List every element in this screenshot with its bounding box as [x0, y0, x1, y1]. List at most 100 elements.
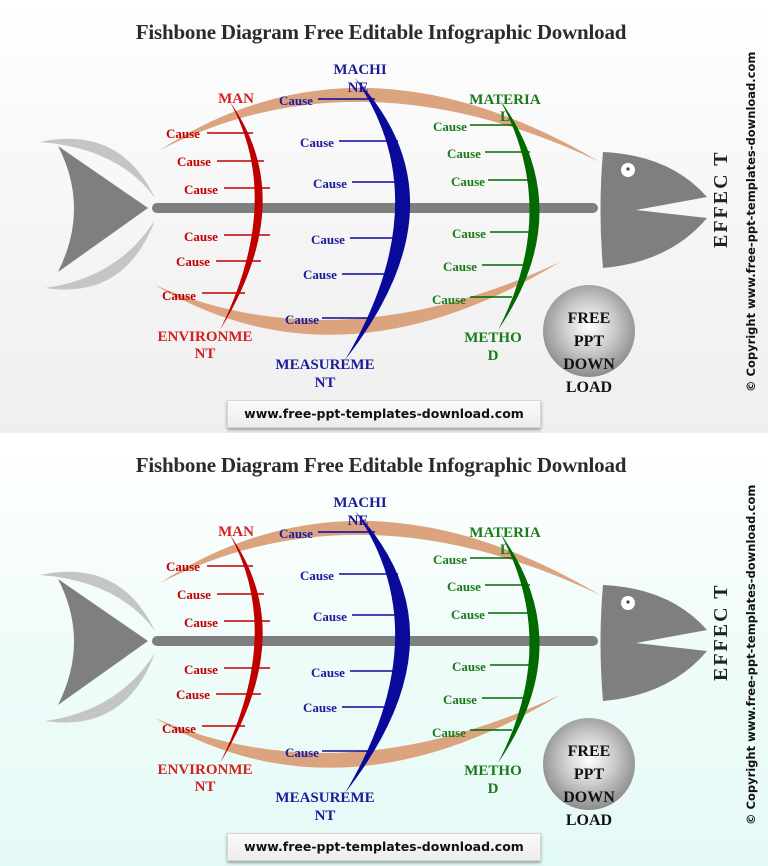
category-environment-line2: NT: [195, 346, 216, 362]
spine: [152, 636, 598, 646]
category-man: MAN: [218, 524, 254, 540]
category-measurement-line2: NT: [315, 375, 336, 391]
slide-title: Fishbone Diagram Free Editable Infograph…: [135, 20, 627, 44]
slide-1: Fishbone Diagram Free Editable Infograph…: [0, 0, 768, 433]
category-method-line1: METHO: [464, 330, 522, 346]
blue-cause-lines: [318, 98, 408, 319]
red-cause-lines: [202, 565, 270, 727]
man-environment-rib: [220, 535, 263, 763]
cause-material-2: Cause: [447, 579, 481, 594]
tail-icon: [58, 579, 148, 705]
tail-outer-fin-lower-icon: [45, 220, 155, 290]
cause-environment-2: Cause: [176, 687, 210, 702]
cause-man-1: Cause: [166, 559, 200, 574]
cause-method-3: Cause: [432, 292, 466, 307]
category-material-line1: MATERIA: [469, 92, 541, 108]
lower-arc: [155, 262, 560, 335]
cause-machine-2: Cause: [300, 135, 334, 150]
cause-man-2: Cause: [177, 154, 211, 169]
cause-machine-2: Cause: [300, 568, 334, 583]
category-environment-line2: NT: [195, 779, 216, 795]
cause-measurement-1: Cause: [311, 232, 345, 247]
tail-outer-fin-icon: [40, 571, 155, 631]
category-environment-line1: ENVIRONME: [157, 762, 252, 778]
red-cause-lines: [202, 132, 270, 294]
effect-label: EFFEC T: [710, 150, 732, 248]
cause-environment-3: Cause: [162, 288, 196, 303]
badge-line-3: DOWN: [563, 356, 615, 373]
category-method-line2: D: [488, 781, 499, 797]
category-material-line2: L: [500, 542, 510, 558]
category-machine-line2: NE: [348, 80, 369, 96]
cause-material-3: Cause: [451, 174, 485, 189]
cause-environment-3: Cause: [162, 721, 196, 736]
cause-man-2: Cause: [177, 587, 211, 602]
cause-method-2: Cause: [443, 259, 477, 274]
spine: [152, 203, 598, 213]
website-url-link[interactable]: www.free-ppt-templates-download.com: [227, 833, 541, 861]
blue-cause-lines: [318, 531, 408, 752]
lower-arc: [155, 695, 560, 768]
category-measurement-line1: MEASUREME: [275, 357, 374, 373]
category-measurement-line2: NT: [315, 808, 336, 824]
badge-line-4: LOAD: [565, 812, 613, 829]
cause-measurement-2: Cause: [303, 267, 337, 282]
cause-man-1: Cause: [166, 126, 200, 141]
green-cause-lines: [470, 124, 536, 298]
tail-icon: [58, 146, 148, 272]
badge-line-3: DOWN: [563, 789, 615, 806]
category-man: MAN: [218, 91, 254, 107]
category-machine-line1: MACHI: [333, 62, 386, 78]
badge-line-2: PPT: [573, 766, 605, 783]
cause-method-3: Cause: [432, 725, 466, 740]
cause-method-1: Cause: [452, 226, 486, 241]
cause-man-3: Cause: [184, 615, 218, 630]
cause-measurement-3: Cause: [285, 745, 319, 760]
badge-line-2: PPT: [573, 333, 605, 350]
category-measurement-line1: MEASUREME: [275, 790, 374, 806]
material-method-rib: [498, 533, 540, 763]
copyright-text: © Copyright www.free-ppt-templates-downl…: [744, 484, 758, 825]
cause-environment-1: Cause: [184, 229, 218, 244]
fish-pupil-icon: [626, 167, 630, 171]
cause-machine-3: Cause: [313, 609, 347, 624]
cause-environment-1: Cause: [184, 662, 218, 677]
badge-text[interactable]: FREE PPT DOWN LOAD: [530, 740, 648, 832]
fishbone-diagram: MAN ENVIRONME NT MACHI NE MEASUREME NT M…: [40, 62, 707, 391]
badge-text[interactable]: FREE PPT DOWN LOAD: [530, 307, 648, 399]
website-url-link[interactable]: www.free-ppt-templates-download.com: [227, 400, 541, 428]
free-download-badge-icon[interactable]: [543, 718, 635, 810]
cause-machine-1: Cause: [279, 526, 313, 541]
cause-measurement-2: Cause: [303, 700, 337, 715]
badge-line-1: FREE: [567, 310, 611, 327]
copyright-text: © Copyright www.free-ppt-templates-downl…: [744, 51, 758, 392]
upper-arc: [160, 87, 600, 162]
machine-measurement-rib: [345, 511, 411, 793]
material-method-rib: [498, 100, 540, 330]
slide-2: Fishbone Diagram Free Editable Infograph…: [0, 433, 768, 866]
tail-outer-fin-icon: [40, 138, 155, 198]
category-machine-line1: MACHI: [333, 495, 386, 511]
fishbone-diagram: MAN ENVIRONME NT MACHI NE MEASUREME NT M…: [40, 495, 707, 824]
category-environment-line1: ENVIRONME: [157, 329, 252, 345]
category-method-line2: D: [488, 348, 499, 364]
category-material-line1: MATERIA: [469, 525, 541, 541]
effect-label: EFFEC T: [710, 583, 732, 681]
badge-line-4: LOAD: [565, 379, 613, 396]
fish-head-icon: [600, 585, 707, 701]
fish-pupil-icon: [626, 600, 630, 604]
category-machine-line2: NE: [348, 513, 369, 529]
cause-material-3: Cause: [451, 607, 485, 622]
cause-method-1: Cause: [452, 659, 486, 674]
free-download-badge-icon[interactable]: [543, 285, 635, 377]
green-cause-lines: [470, 557, 536, 731]
cause-man-3: Cause: [184, 182, 218, 197]
cause-measurement-1: Cause: [311, 665, 345, 680]
cause-environment-2: Cause: [176, 254, 210, 269]
upper-arc: [160, 520, 600, 595]
cause-material-1: Cause: [433, 552, 467, 567]
cause-material-2: Cause: [447, 146, 481, 161]
man-environment-rib: [220, 102, 263, 330]
badge-line-1: FREE: [567, 743, 611, 760]
cause-method-2: Cause: [443, 692, 477, 707]
